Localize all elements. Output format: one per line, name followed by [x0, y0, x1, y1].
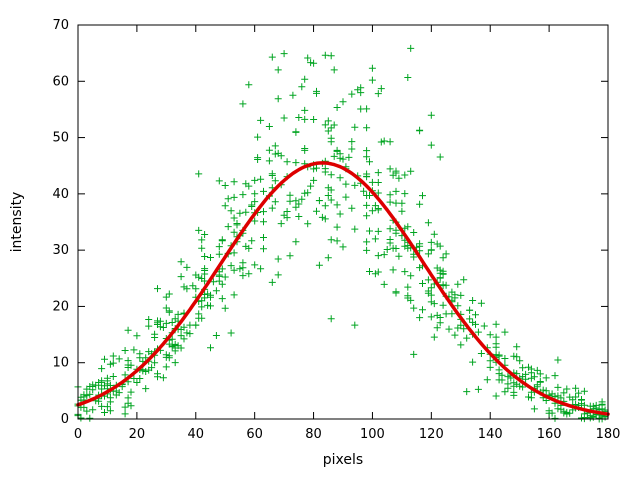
- y-tick-label: 40: [52, 187, 69, 202]
- x-tick-label: 160: [537, 427, 562, 442]
- y-ticks: 0 10 20 30 40 50 60 70: [52, 18, 608, 427]
- x-tick-label: 120: [419, 427, 444, 442]
- scatter-series: [74, 44, 609, 423]
- plot-border: [77, 24, 609, 420]
- x-tick-label: 180: [596, 427, 621, 442]
- y-tick-label: 70: [52, 18, 69, 33]
- y-tick-label: 60: [52, 74, 69, 89]
- fit-line: [76, 161, 610, 416]
- y-tick-label: 20: [52, 299, 69, 314]
- x-tick-label: 0: [74, 427, 82, 442]
- x-ticks: 0 20 40 60 80 100 120 140 160 180: [74, 25, 621, 442]
- y-tick-label: 30: [52, 243, 69, 258]
- y-tick-label: 0: [61, 412, 69, 427]
- y-axis-label: intensity: [9, 191, 25, 253]
- y-tick-label: 50: [52, 131, 69, 146]
- x-tick-label: 140: [478, 427, 503, 442]
- x-tick-label: 80: [305, 427, 322, 442]
- y-tick-label: 10: [52, 356, 69, 371]
- x-tick-label: 20: [129, 427, 146, 442]
- x-tick-label: 60: [246, 427, 263, 442]
- x-tick-label: 100: [360, 427, 385, 442]
- x-tick-label: 40: [188, 427, 205, 442]
- x-axis-label: pixels: [322, 452, 364, 468]
